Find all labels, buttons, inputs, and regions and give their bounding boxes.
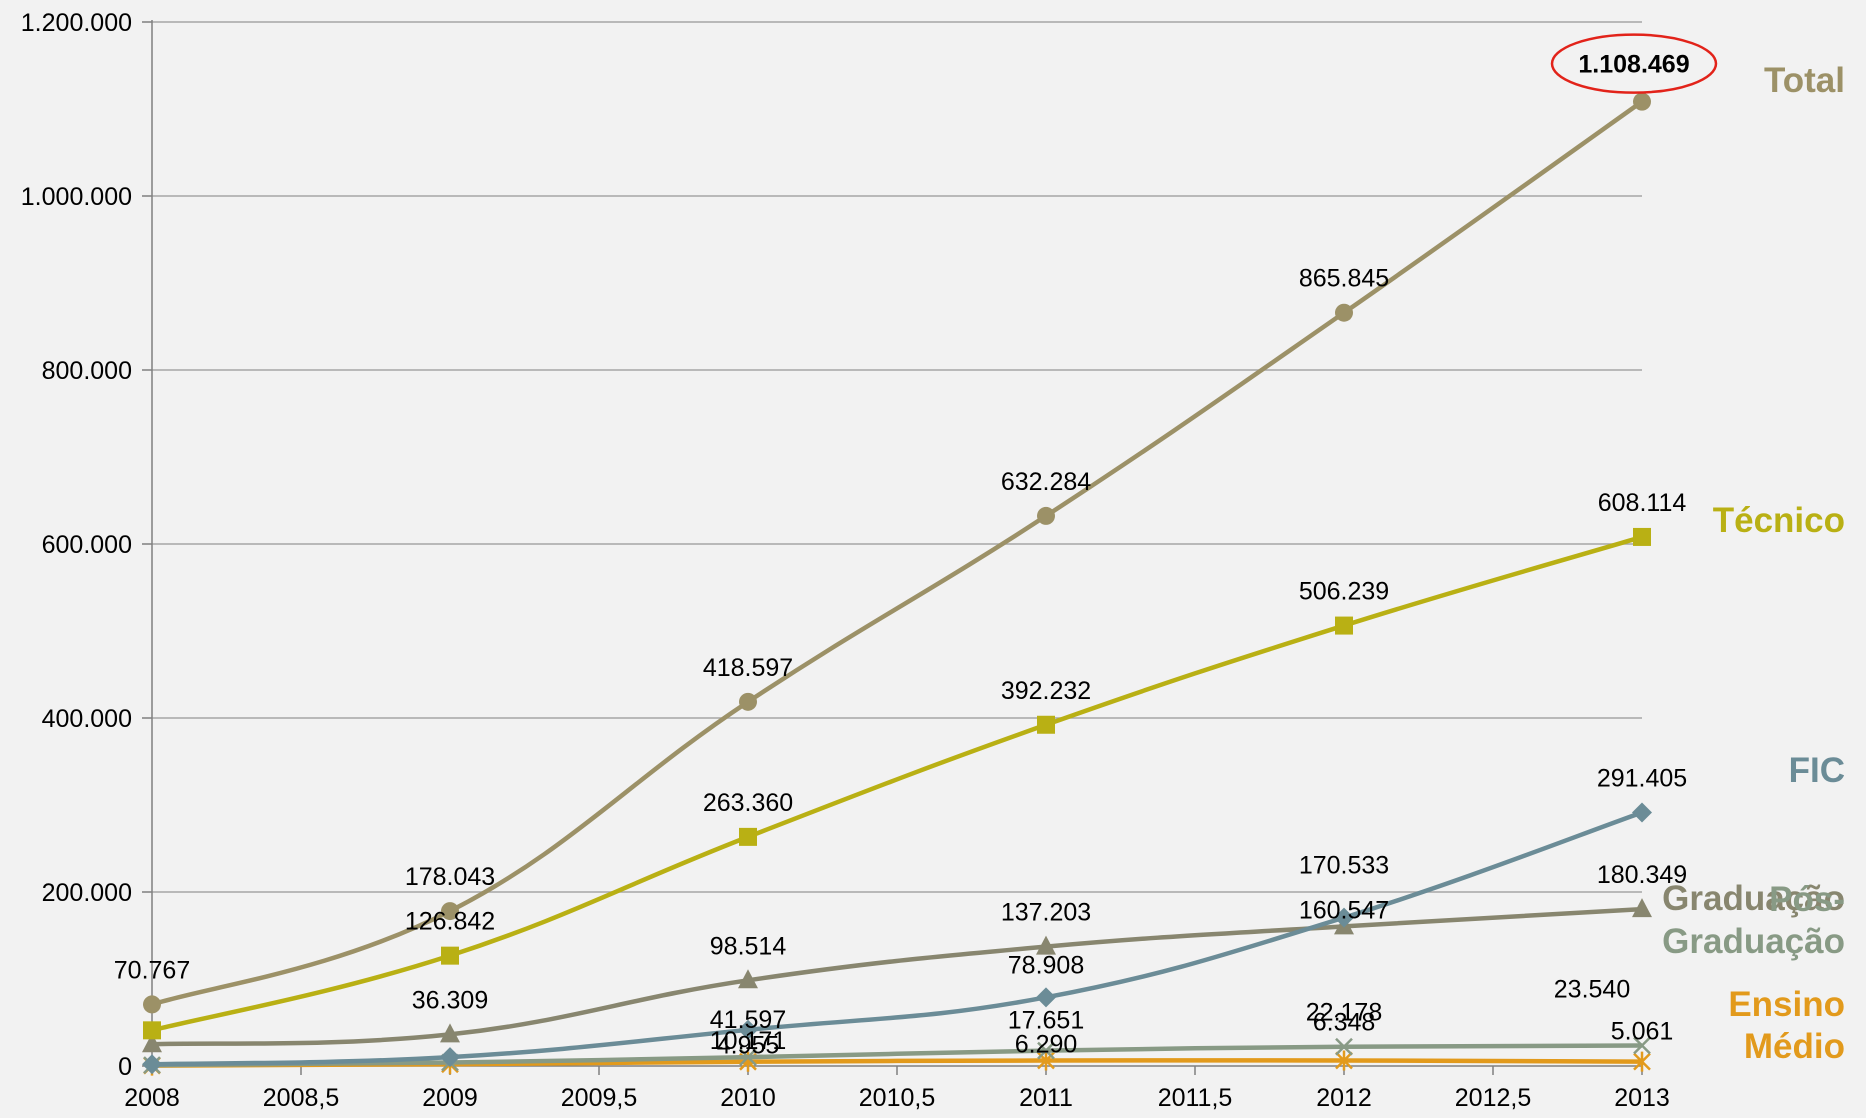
data-label: 506.239: [1299, 578, 1389, 606]
series-marker: [440, 1047, 460, 1068]
y-tick-label: 400.000: [42, 705, 132, 733]
series-marker: [1633, 1036, 1651, 1055]
data-label: 263.360: [703, 789, 793, 817]
series-name-label: Graduação: [1662, 922, 1845, 961]
data-label: 160.547: [1299, 896, 1389, 924]
y-tick-label: 1.000.000: [21, 183, 132, 211]
series-name-label: Técnico: [1713, 501, 1845, 540]
data-label: 418.597: [703, 654, 793, 682]
series-lines: [142, 92, 1652, 1076]
series-marker: [142, 1054, 162, 1075]
data-label: 10.171: [710, 1027, 786, 1055]
data-label: 5.061: [1611, 1018, 1674, 1046]
series-marker: [143, 995, 161, 1014]
series-line-3: [151, 906, 1643, 1047]
series-marker: [1335, 616, 1353, 635]
data-label: 36.309: [412, 986, 488, 1014]
axes: 0 200.000 400.000 600.000 800.000 1.000.000 1.…: [21, 9, 1670, 1112]
series-marker: [739, 827, 757, 846]
series-marker: [1633, 1051, 1651, 1072]
highlight-ellipse: [1550, 33, 1718, 94]
series-marker: [1036, 987, 1056, 1008]
series-marker: [1335, 1037, 1353, 1056]
x-tick-label: 2008: [124, 1084, 180, 1112]
series-marker: [142, 1033, 162, 1053]
x-tick-label: 2012,5: [1455, 1084, 1531, 1112]
data-label: 6.290: [1015, 1031, 1078, 1059]
series-marker: [440, 1023, 460, 1043]
series-marker: [739, 1048, 757, 1067]
data-label: 632.284: [1001, 468, 1091, 496]
series-line-0: [151, 99, 1644, 1007]
series-marker: [738, 1019, 758, 1040]
data-label: 865.845: [1299, 265, 1389, 293]
series-marker: [441, 902, 459, 921]
x-tick-label: 2011,5: [1158, 1084, 1233, 1112]
data-label: 98.514: [710, 932, 787, 960]
data-label: 41.597: [710, 1006, 786, 1034]
data-label: 23.540: [1554, 976, 1630, 1004]
x-tick-label: 2013: [1614, 1084, 1670, 1112]
highlighted-data-label: 1.108.469: [1578, 51, 1689, 79]
series-marker: [1632, 802, 1652, 823]
series-marker: [1632, 898, 1652, 918]
x-tick-label: 2010: [720, 1084, 776, 1112]
data-label: 6.348: [1313, 1008, 1376, 1036]
series-marker: [1335, 1050, 1353, 1071]
data-label: 608.114: [1598, 489, 1687, 517]
x-tick-label: 2008,5: [263, 1084, 339, 1112]
series-marker: [1037, 1041, 1055, 1060]
series-line-2: [151, 810, 1643, 1067]
series-name-label: Pós-: [1769, 880, 1845, 919]
series-marker: [1334, 907, 1354, 928]
series-marker: [1633, 92, 1651, 111]
data-label: 4.955: [717, 1032, 780, 1060]
data-label: 22.178: [1306, 999, 1382, 1027]
data-labels: 70.767 178.043 418.597 632.284 865.845 126.84…: [114, 33, 1718, 1060]
grid-lines: [152, 21, 1642, 893]
series-name-label: FIC: [1789, 751, 1845, 790]
series-marker: [738, 969, 758, 989]
series-name-label: Ensino: [1728, 985, 1845, 1024]
series-name-label: Total: [1764, 61, 1845, 100]
series-line-1: [151, 534, 1643, 1033]
y-tick-label: 1.200.000: [21, 9, 132, 37]
data-label: 180.349: [1597, 861, 1687, 889]
y-tick-label: 800.000: [42, 357, 132, 385]
series-marker: [1037, 506, 1055, 525]
series-marker: [441, 946, 459, 965]
series-marker: [143, 1021, 161, 1040]
series-marker: [1335, 303, 1353, 322]
series-marker: [739, 692, 757, 711]
data-label: 392.232: [1001, 677, 1091, 705]
x-tick-label: 2012: [1316, 1084, 1372, 1112]
data-label: 178.043: [405, 863, 495, 891]
series-name-label: Graduação: [1662, 879, 1845, 918]
data-label: 137.203: [1001, 899, 1091, 927]
data-label: 291.405: [1597, 764, 1687, 792]
x-tick-label: 2010,5: [859, 1084, 935, 1112]
series-line-4: [151, 1043, 1643, 1068]
series-marker: [1037, 715, 1055, 734]
y-tick-label: 600.000: [42, 531, 132, 559]
data-label: 17.651: [1008, 1007, 1084, 1035]
series-marker: [1633, 527, 1651, 546]
data-label: 170.533: [1299, 852, 1389, 880]
data-label: 70.767: [114, 956, 190, 984]
y-tick-label: 200.000: [42, 879, 132, 907]
data-label: 126.842: [405, 908, 495, 936]
series-marker: [1036, 935, 1056, 955]
x-tick-label: 2009,5: [561, 1084, 637, 1112]
x-tick-label: 2011: [1019, 1084, 1073, 1112]
data-label: 78.908: [1008, 951, 1084, 979]
x-tick-label: 2009: [422, 1084, 478, 1112]
series-name-label: Médio: [1744, 1027, 1845, 1066]
y-tick-label: 0: [118, 1053, 132, 1081]
